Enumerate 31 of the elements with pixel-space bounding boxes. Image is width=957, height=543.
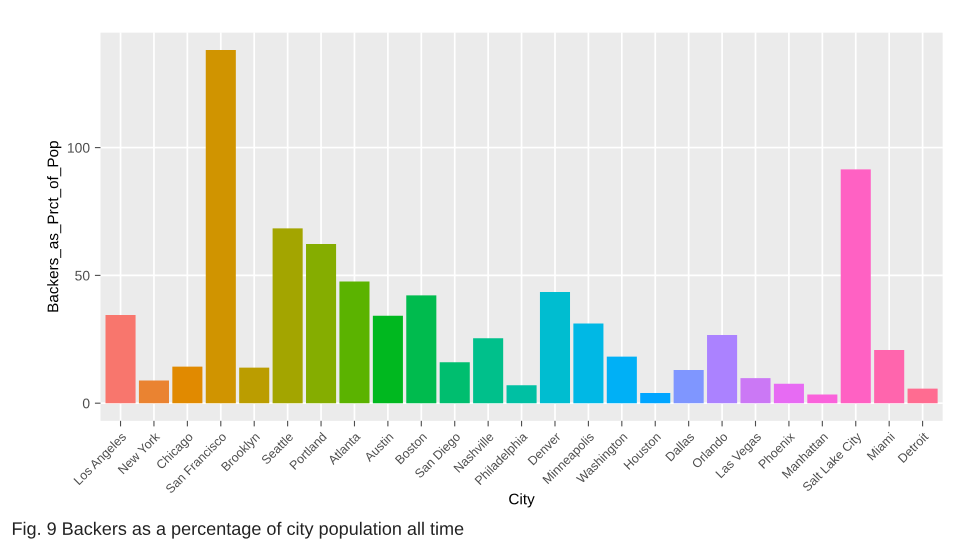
bar (707, 334, 738, 404)
bar (138, 380, 169, 404)
bar (372, 316, 403, 404)
bar (740, 378, 771, 404)
bar (506, 385, 537, 404)
bar (406, 295, 436, 404)
y-tick-label: 50 (75, 270, 90, 281)
bar (172, 366, 202, 404)
bar (272, 228, 303, 404)
caption: Fig. 9 Backers as a percentage of city population all time (12, 522, 464, 539)
bar (840, 169, 871, 404)
x-axis-title: City (509, 493, 535, 508)
bar (339, 282, 370, 404)
bar (874, 350, 904, 404)
bar (239, 368, 270, 404)
bar (807, 394, 838, 404)
bar (606, 356, 637, 404)
bar (774, 384, 804, 404)
bar (674, 370, 704, 404)
y-tick-label: 100 (68, 142, 90, 153)
bar (106, 315, 136, 404)
bar (306, 244, 336, 404)
bar (440, 362, 470, 404)
y-tick-label: 0 (82, 398, 90, 408)
bar (206, 50, 236, 404)
bar (573, 323, 604, 404)
bar (540, 292, 570, 404)
bar (908, 388, 938, 404)
y-axis-title: Backers_as_Prct_of_Pop (47, 141, 62, 312)
bar (640, 392, 670, 404)
bar (473, 338, 504, 404)
